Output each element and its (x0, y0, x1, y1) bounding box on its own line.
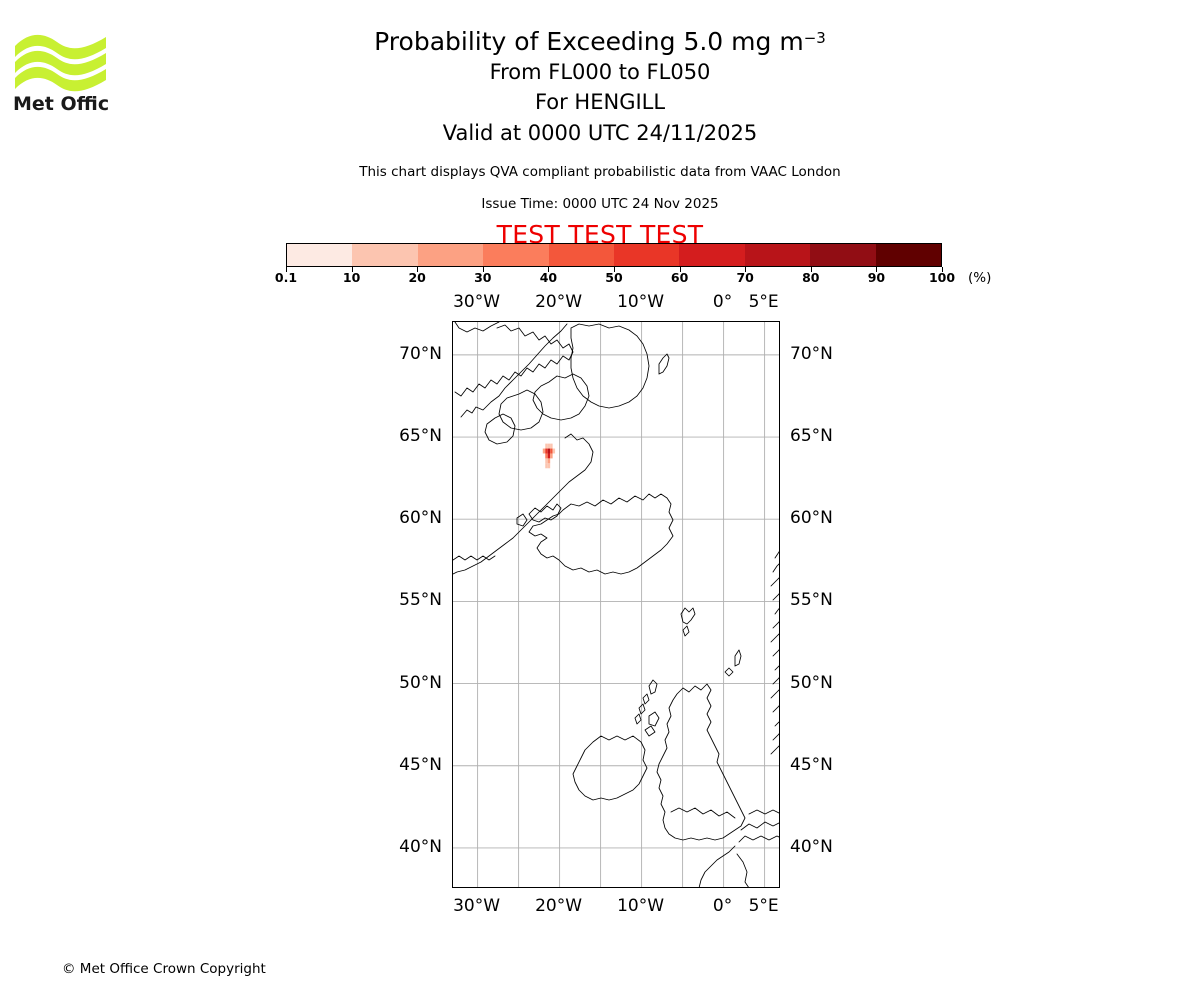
ash-concentration-layer (542, 443, 556, 469)
colorbar-label-80: 80 (802, 270, 820, 285)
colorbar-label-30: 30 (474, 270, 492, 285)
ash-cell (545, 443, 548, 449)
lat-label-right-3: 55°N (790, 590, 833, 611)
ash-cell (547, 463, 551, 469)
issue-time-label: Issue Time: 0000 UTC 24 Nov 2025 (481, 195, 719, 212)
colorbar-tick (810, 267, 812, 272)
lat-label-right-0: 40°N (790, 836, 833, 857)
title-exponent: −3 (803, 29, 826, 47)
colorbar-band-3 (483, 244, 549, 266)
colorbar-tick (679, 267, 681, 272)
colorbar-tick-labels: 0.1 10 20 30 40 50 60 70 80 90 100 (275, 270, 955, 290)
colorbar-tick (286, 267, 287, 272)
lat-label-left-4: 60°N (399, 508, 442, 529)
ash-cell (545, 458, 548, 464)
lat-label-left-5: 65°N (399, 426, 442, 447)
map-panel (452, 321, 780, 888)
lat-label-right-6: 70°N (790, 343, 833, 364)
lon-label-bottom-3: 0° (712, 896, 733, 916)
page-title: Probability of Exceeding 5.0 mg m−3 (0, 28, 1200, 56)
ash-cell (545, 448, 548, 454)
colorbar-label-100: 100 (928, 270, 956, 285)
ash-cell (552, 448, 556, 454)
colorbar-label-90: 90 (867, 270, 886, 285)
colorbar-label-0.1: 0.1 (274, 270, 298, 285)
lon-label-bottom-0: 30°W (453, 896, 501, 916)
colorbar-band-7 (744, 244, 811, 266)
colorbar-tick (548, 267, 550, 272)
lat-label-left-3: 55°N (399, 590, 442, 611)
probability-colorbar: 0.1 10 20 30 40 50 60 70 80 90 100 (275, 243, 955, 285)
copyright-notice: © Met Office Crown Copyright (62, 961, 266, 977)
lat-label-left-2: 50°N (399, 672, 442, 693)
colorbar-tick (351, 267, 353, 272)
colorbar-label-60: 60 (670, 270, 689, 285)
lat-label-left-1: 45°N (399, 754, 442, 775)
chart-title-block: Probability of Exceeding 5.0 mg m−3 From… (0, 0, 1200, 249)
lon-label-bottom-4: 5°E (748, 896, 779, 916)
lat-label-left-6: 70°N (399, 343, 442, 364)
colorbar-tick (482, 267, 484, 272)
lon-label-top-4: 5°E (748, 292, 779, 312)
colorbar-bands (286, 243, 942, 267)
colorbar-band-5 (614, 244, 680, 266)
lon-label-bottom-2: 10°W (617, 896, 665, 916)
valid-time-subtitle: Valid at 0000 UTC 24/11/2025 (442, 120, 758, 145)
ash-cell (550, 453, 553, 459)
ash-cell (550, 443, 553, 449)
lon-label-top-3: 0° (712, 292, 733, 312)
colorbar-band-4 (548, 244, 615, 266)
met-office-logo: Met Office (13, 24, 108, 114)
ash-cell (547, 448, 551, 454)
lon-label-top-1: 20°W (535, 292, 583, 312)
ash-cell (542, 448, 546, 454)
volcano-subtitle: For HENGILL (534, 90, 666, 115)
colorbar-band-2 (417, 244, 484, 266)
lat-label-left-0: 40°N (399, 836, 442, 857)
colorbar-label-40: 40 (539, 270, 558, 285)
map-frame (452, 321, 780, 888)
lon-label-top-2: 10°W (617, 292, 665, 312)
colorbar-band-0 (287, 244, 353, 266)
lat-label-right-2: 50°N (790, 672, 833, 693)
lat-label-right-4: 60°N (790, 508, 833, 529)
colorbar-tick (417, 267, 419, 272)
flight-level-subtitle: From FL000 to FL050 (489, 60, 711, 84)
lat-label-right-5: 65°N (790, 426, 833, 447)
colorbar-band-6 (679, 244, 745, 266)
colorbar-tick (614, 267, 615, 272)
ash-cell (545, 453, 548, 459)
title-text: Probability of Exceeding 5.0 mg m (374, 27, 804, 56)
lon-label-bottom-1: 20°W (535, 896, 583, 916)
colorbar-label-10: 10 (342, 270, 361, 285)
logo-wave-mark (15, 34, 106, 92)
ash-cell (547, 458, 551, 464)
colorbar-label-20: 20 (408, 270, 426, 285)
colorbar-tick (942, 267, 943, 272)
colorbar-band-9 (875, 244, 942, 266)
colorbar-label-50: 50 (605, 270, 623, 285)
lon-label-top-0: 30°W (453, 292, 501, 312)
ash-cell (547, 453, 551, 459)
coastlines (453, 322, 779, 887)
colorbar-unit-label: (%) (968, 270, 992, 286)
qva-compliance-note: This chart displays QVA compliant probab… (359, 163, 841, 180)
colorbar-band-8 (810, 244, 876, 266)
lat-label-right-1: 45°N (790, 754, 833, 775)
ash-cell (547, 443, 551, 449)
colorbar-tick (745, 267, 747, 272)
logo-text: Met Office (13, 93, 108, 114)
colorbar-ticks (286, 267, 943, 287)
map-gridlines (453, 322, 779, 887)
colorbar-tick (876, 267, 878, 272)
ash-cell (545, 463, 548, 469)
colorbar-label-70: 70 (736, 270, 754, 285)
ash-cell (550, 448, 553, 454)
colorbar-band-1 (352, 244, 418, 266)
